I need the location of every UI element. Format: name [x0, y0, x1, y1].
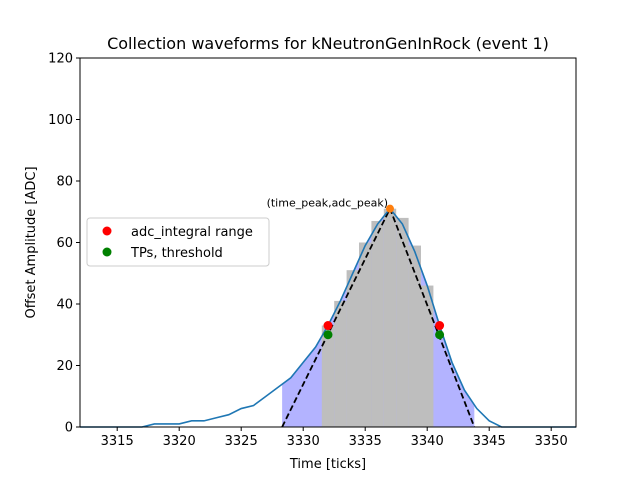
bar: [396, 217, 409, 427]
legend-adc-integral-label: adc_integral range: [131, 225, 253, 240]
legend-box: [86, 217, 270, 267]
bar: [359, 242, 372, 427]
y-tick-label: 0: [65, 421, 73, 436]
legend-adc-integral-marker: [102, 226, 112, 236]
peak-point: [386, 204, 394, 213]
x-axis: 3315 3320 3325 3330 3335 3340 3345 3350: [101, 427, 568, 449]
bar: [371, 220, 384, 427]
legend: adc_integral range TPs, threshold: [86, 217, 270, 267]
x-tick-label: 3335: [349, 434, 382, 449]
x-tick-label: 3325: [225, 434, 258, 449]
adc-integral-point: [435, 321, 445, 331]
tps-point: [435, 330, 445, 340]
legend-tps-label: TPs, threshold: [130, 246, 223, 261]
bar: [383, 208, 397, 427]
chart-title: Collection waveforms for kNeutronGenInRo…: [107, 34, 549, 53]
adc-integral-point: [323, 321, 333, 331]
x-tick-label: 3350: [535, 434, 568, 449]
y-tick-label: 60: [56, 236, 73, 251]
x-tick-label: 3315: [101, 434, 134, 449]
marker-points: [323, 204, 445, 340]
y-tick-label: 40: [56, 298, 73, 313]
y-tick-label: 100: [48, 113, 73, 128]
x-tick-label: 3330: [287, 434, 320, 449]
x-axis-label: Time [ticks]: [289, 457, 366, 472]
bar: [346, 270, 359, 427]
bar: [321, 325, 335, 427]
y-tick-label: 20: [56, 359, 73, 374]
y-tick-label: 120: [48, 52, 73, 67]
legend-tps-marker: [102, 247, 112, 257]
x-tick-label: 3340: [411, 434, 444, 449]
x-tick-label: 3345: [473, 434, 506, 449]
bar: [334, 300, 347, 427]
waveform-bars: [321, 208, 434, 427]
y-axis-label: Offset Amplitude [ADC]: [24, 166, 39, 318]
y-tick-label: 80: [56, 175, 73, 190]
bar: [421, 285, 434, 427]
bar: [408, 245, 421, 427]
x-tick-label: 3320: [163, 434, 196, 449]
tps-point: [323, 330, 333, 340]
y-axis: 0 20 40 60 80 100 120: [48, 52, 80, 436]
peak-annotation: (time_peak,adc_peak): [267, 197, 388, 210]
